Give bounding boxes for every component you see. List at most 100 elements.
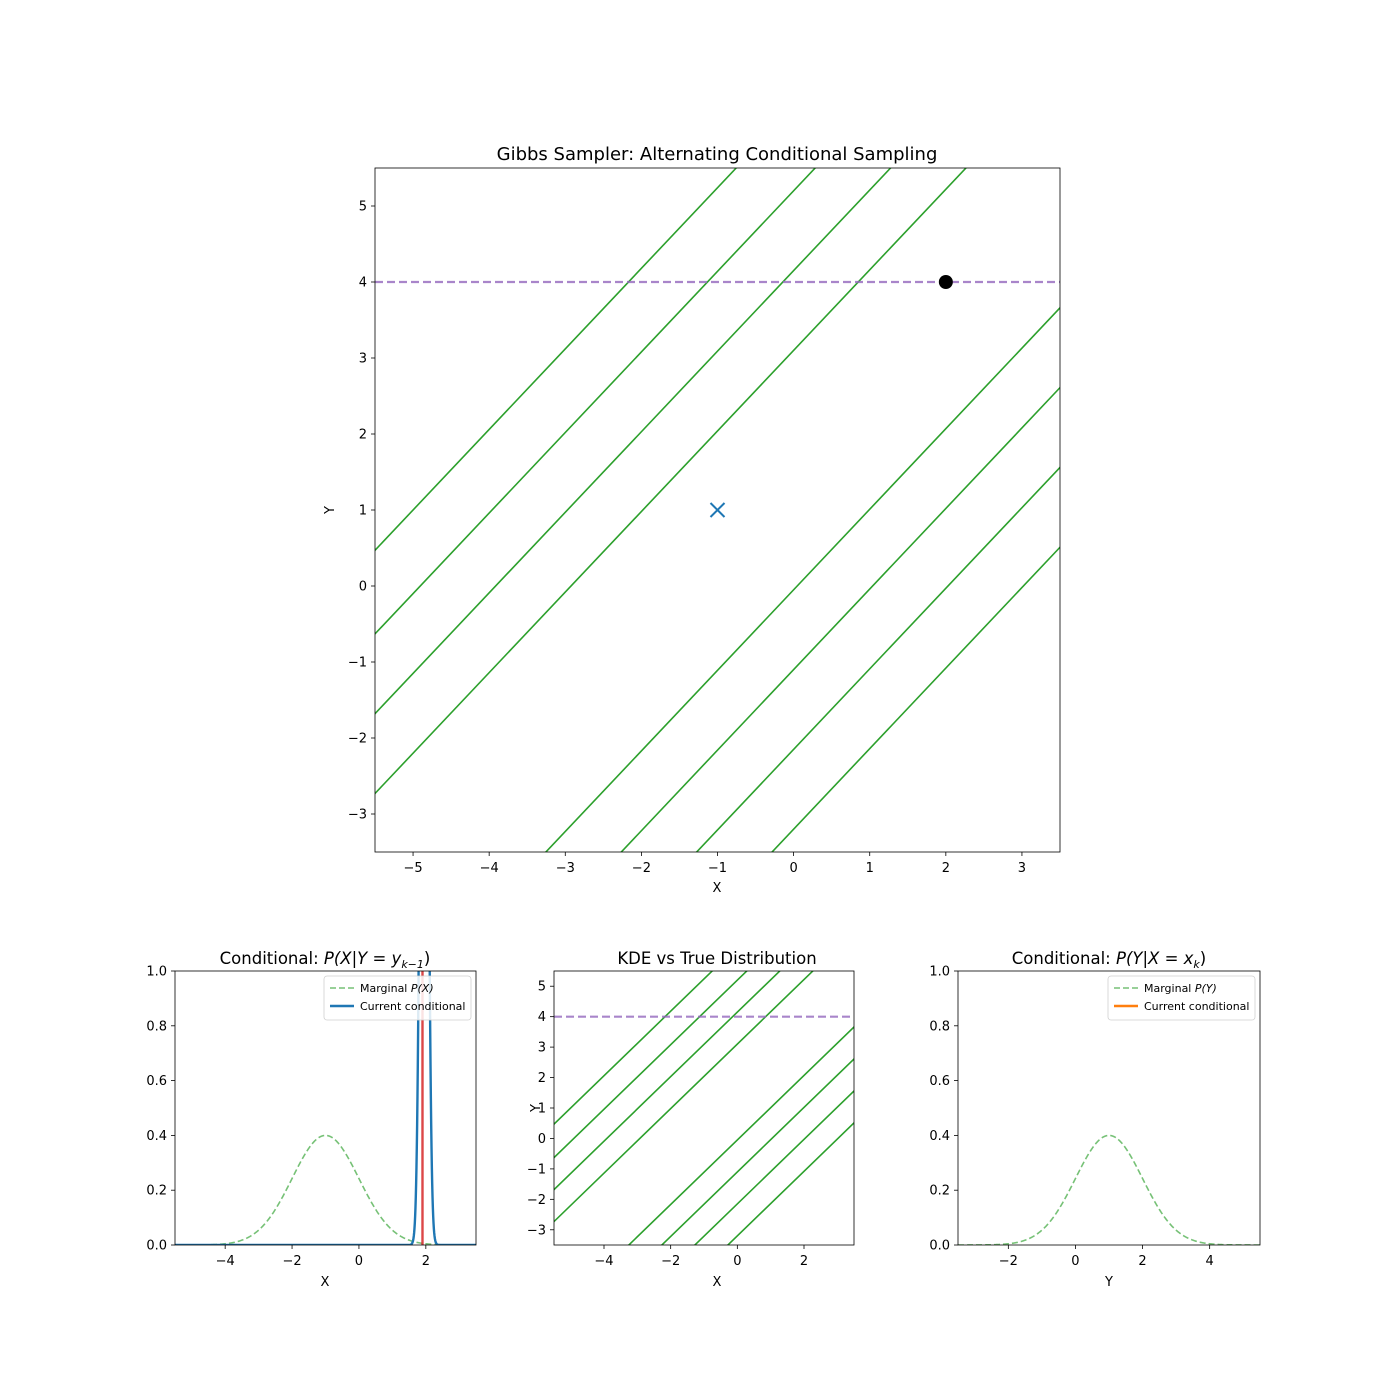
main-ytick-label: 2 xyxy=(359,428,367,443)
kde-contour-line xyxy=(726,1121,854,1245)
main-xtick-label: −1 xyxy=(708,861,727,876)
main-ytick-label: 1 xyxy=(359,504,367,519)
conditional-x-chart: Conditional: P(X|Y = yk−1) −4 −2 0 2 0.0 0.2 0… xyxy=(146,949,477,1290)
kde-xtick-label: −4 xyxy=(594,1254,613,1269)
conditional-x-title-math: P(X|Y = y xyxy=(324,949,402,968)
main-contour-line xyxy=(375,168,968,795)
main-chart: Gibbs Sampler: Alternating Conditional S… xyxy=(323,144,1061,896)
main-ytick-label: −1 xyxy=(348,656,367,671)
conditional-y-plot-area: −2 0 2 4 0.0 0.2 0.4 0.6 0.8 1.0 Marginal P(Y) Curr… xyxy=(929,965,1261,1269)
kde-ytick-label: −3 xyxy=(527,1223,546,1238)
kde-contour-line xyxy=(554,971,714,1126)
conditional-y-xtick-label: 4 xyxy=(1206,1254,1214,1269)
conditional-y-title-prefix: Conditional: xyxy=(1012,949,1116,968)
main-xtick-label: 3 xyxy=(1018,861,1026,876)
main-xlabel: X xyxy=(713,881,722,896)
main-xtick-label: 1 xyxy=(866,861,874,876)
kde-ytick-label: −1 xyxy=(527,1162,546,1177)
conditional-x-xtick-label: 0 xyxy=(355,1254,363,1269)
conditional-y-legend-label: Current conditional xyxy=(1144,1000,1249,1013)
conditional-x-title-sub: k−1 xyxy=(401,958,424,971)
main-contour-line xyxy=(695,466,1060,852)
main-contour-line xyxy=(375,168,738,552)
kde-ytick-label: 1 xyxy=(538,1102,546,1117)
main-contour-line xyxy=(544,306,1060,852)
kde-contour-line xyxy=(554,971,814,1223)
main-title: Gibbs Sampler: Alternating Conditional S… xyxy=(497,144,938,165)
main-contour-line xyxy=(770,546,1060,852)
conditional-y-clip-group xyxy=(958,1134,1260,1245)
main-xtick-label: −4 xyxy=(480,861,499,876)
conditional-x-title-prefix: Conditional: xyxy=(220,949,324,968)
conditional-x-title-suffix: ) xyxy=(424,949,430,968)
main-contour-line xyxy=(375,168,817,636)
conditional-x-plot-area: −4 −2 0 2 0.0 0.2 0.4 0.6 0.8 1.0 Marginal P(X) Cur… xyxy=(146,965,477,1269)
main-xtick-label: −3 xyxy=(556,861,575,876)
conditional-y-xtick-label: −2 xyxy=(999,1254,1018,1269)
conditional-y-chart: Conditional: P(Y|X = xk) −2 0 2 4 0.0 0.2 0.4 0… xyxy=(929,949,1261,1290)
conditional-y-xlabel: Y xyxy=(1104,1275,1113,1290)
kde-contour-line xyxy=(660,1057,854,1245)
main-xtick-label: 2 xyxy=(942,861,950,876)
main-ytick-label: −2 xyxy=(348,732,367,747)
conditional-x-series-marginal xyxy=(175,1134,476,1245)
main-ytick-label: 0 xyxy=(359,580,367,595)
main-xtick-label: −5 xyxy=(403,861,422,876)
conditional-x-legend-box xyxy=(323,975,472,1021)
conditional-y-ytick-label: 0.2 xyxy=(929,1184,950,1199)
kde-xtick-label: 0 xyxy=(733,1254,741,1269)
conditional-x-ytick-label: 0.2 xyxy=(146,1184,167,1199)
conditional-y-title: Conditional: P(Y|X = xk) xyxy=(1012,949,1206,971)
conditional-y-ytick-label: 0.4 xyxy=(929,1129,950,1144)
main-ytick-label: 4 xyxy=(359,276,367,291)
kde-contour-line xyxy=(693,1089,854,1245)
conditional-x-legend: Marginal P(X) Current conditional xyxy=(323,975,472,1021)
main-ytick-label: 5 xyxy=(359,200,367,215)
main-mean-marker-stroke xyxy=(709,502,726,518)
conditional-y-ytick-label: 1.0 xyxy=(929,965,950,980)
kde-ytick-label: −2 xyxy=(527,1193,546,1208)
conditional-x-ytick-label: 1.0 xyxy=(146,965,167,980)
main-ylabel: Y xyxy=(323,506,338,515)
conditional-x-ytick-label: 0.0 xyxy=(146,1239,167,1254)
conditional-y-ytick-label: 0.8 xyxy=(929,1019,950,1034)
conditional-y-xtick-label: 0 xyxy=(1071,1254,1079,1269)
conditional-x-xtick-label: −2 xyxy=(282,1254,301,1269)
conditional-y-title-sub: k xyxy=(1193,958,1200,971)
conditional-x-xlabel: X xyxy=(321,1275,330,1290)
conditional-y-legend-label: Marginal P(Y) xyxy=(1144,982,1217,995)
kde-xtick-label: 2 xyxy=(800,1254,808,1269)
kde-ytick-label: 0 xyxy=(538,1132,546,1147)
conditional-x-ytick-label: 0.8 xyxy=(146,1019,167,1034)
main-ytick-label: 3 xyxy=(359,352,367,367)
conditional-x-frame xyxy=(174,970,477,1246)
conditional-y-title-math: P(Y|X = x xyxy=(1116,949,1194,968)
conditional-x-ytick-label: 0.6 xyxy=(146,1074,167,1089)
conditional-x-legend-label: Current conditional xyxy=(360,1000,465,1013)
main-contour-line xyxy=(620,386,1060,852)
main-xtick-label: −2 xyxy=(632,861,651,876)
kde-ytick-label: 3 xyxy=(538,1041,546,1056)
kde-clip-group xyxy=(554,971,854,1245)
kde-contour-line xyxy=(627,1025,854,1245)
conditional-y-ytick-label: 0.0 xyxy=(929,1239,950,1254)
kde-title: KDE vs True Distribution xyxy=(617,949,816,968)
kde-ytick-label: 2 xyxy=(538,1071,546,1086)
conditional-y-frame xyxy=(957,970,1261,1246)
main-contour-line xyxy=(375,168,892,715)
kde-plot-area: −4 −2 0 2 −3 −2 −1 0 1 2 3 4 5 xyxy=(527,970,855,1269)
kde-ytick-label: 4 xyxy=(538,1010,546,1025)
kde-contour-line xyxy=(554,971,748,1159)
kde-contour-line xyxy=(554,971,781,1191)
main-current-point xyxy=(938,275,953,289)
conditional-x-ytick-label: 0.4 xyxy=(146,1129,167,1144)
kde-chart: KDE vs True Distribution −4 −2 0 2 −3 −2 −1 0 1 2… xyxy=(527,949,855,1290)
main-mean-marker xyxy=(709,502,726,518)
conditional-y-legend: Marginal P(Y) Current conditional xyxy=(1107,975,1256,1021)
main-xtick-label: 0 xyxy=(789,861,797,876)
conditional-x-legend-label: Marginal P(X) xyxy=(360,982,434,995)
kde-ylabel: Y xyxy=(529,1104,544,1113)
conditional-y-series-marginal xyxy=(958,1134,1260,1245)
